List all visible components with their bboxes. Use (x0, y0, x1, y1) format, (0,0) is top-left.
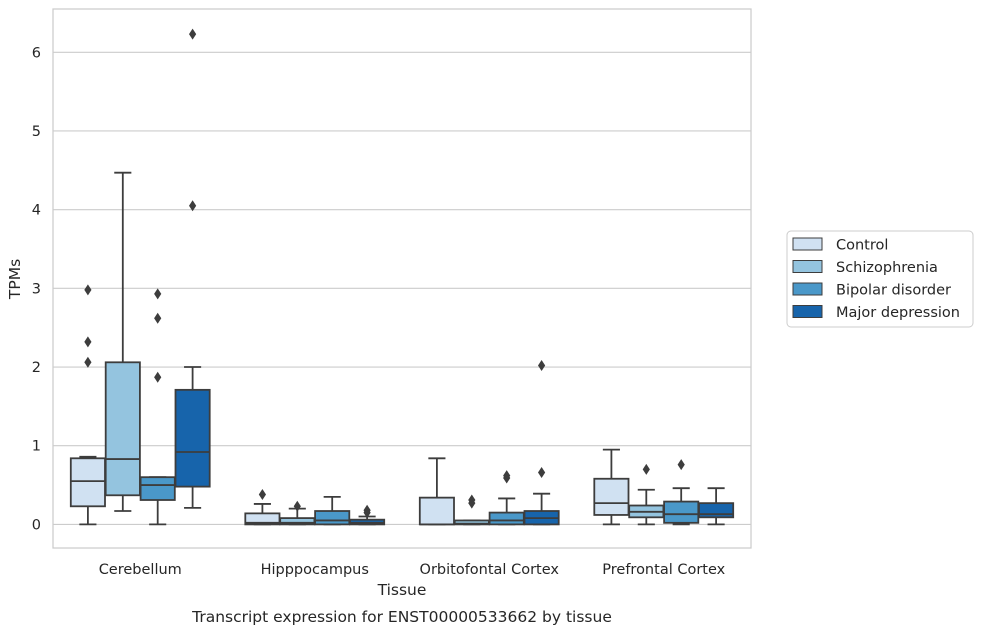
outlier-point (189, 200, 197, 212)
outlier-point (468, 494, 476, 506)
outlier-point (258, 488, 266, 500)
outlier-point (154, 288, 162, 300)
series-schizophrenia (104, 171, 665, 526)
outlier-point (503, 470, 511, 482)
outlier-point (293, 500, 301, 512)
outlier-point (154, 371, 162, 383)
outlier-point (538, 466, 546, 478)
box (174, 388, 211, 488)
legend-items: Control Schizophrenia Bipolar disorder Majo… (792, 237, 960, 321)
legend-swatch (792, 305, 823, 318)
legend-label: Major depression (836, 305, 960, 321)
outlier-point (677, 459, 685, 471)
x-tick-label: Cerebellum (99, 562, 182, 578)
box (593, 477, 630, 516)
box (104, 361, 141, 497)
y-tick-label: 1 (32, 439, 41, 455)
x-tick-label: Prefrontal Cortex (602, 562, 725, 578)
x-tick-label: Hipppocampus (261, 562, 369, 578)
legend-frame (786, 230, 974, 328)
y-axis-label: TPMs (6, 259, 24, 300)
x-tick-labels: Cerebellum Hipppocampus Orbitofontal Corte… (99, 562, 726, 578)
plot-area-frame (52, 8, 752, 549)
box (488, 511, 525, 526)
y-tick-label: 2 (32, 360, 41, 376)
series-control (69, 284, 630, 526)
x-tick-label: Orbitofontal Cortex (420, 562, 560, 578)
outlier-point (84, 284, 92, 296)
legend-swatch (792, 260, 823, 273)
y-tick-label: 6 (32, 45, 41, 61)
legend-label: Control (836, 238, 888, 254)
outlier-point (84, 336, 92, 348)
series-major-depression (174, 28, 735, 526)
outlier-point (538, 359, 546, 371)
series-bipolar-disorder (139, 288, 700, 526)
box-series (69, 28, 735, 526)
box (418, 496, 455, 526)
box (314, 510, 351, 526)
legend-label: Schizophrenia (836, 260, 938, 276)
legend-label: Bipolar disorder (836, 283, 951, 299)
outlier-point (363, 504, 371, 516)
y-tick-label: 0 (32, 517, 41, 533)
box (698, 502, 735, 519)
y-tick-label: 3 (32, 281, 41, 297)
box (663, 500, 700, 524)
box (139, 476, 176, 501)
outlier-point (154, 312, 162, 324)
y-tick-labels: 0 1 2 3 4 5 6 (32, 45, 41, 533)
outlier-point (189, 28, 197, 40)
legend-swatch (792, 237, 823, 251)
outlier-point (84, 356, 92, 368)
x-axis-label: Tissue (377, 581, 427, 599)
y-tick-label: 5 (32, 124, 41, 140)
box (69, 457, 106, 508)
grid-lines (53, 51, 751, 525)
y-tick-label: 4 (32, 203, 41, 219)
figure-caption: Transcript expression for ENST0000053366… (191, 608, 612, 626)
legend-swatch (792, 282, 823, 296)
legend: Control Schizophrenia Bipolar disorder Majo… (786, 230, 974, 328)
outlier-point (642, 463, 650, 475)
